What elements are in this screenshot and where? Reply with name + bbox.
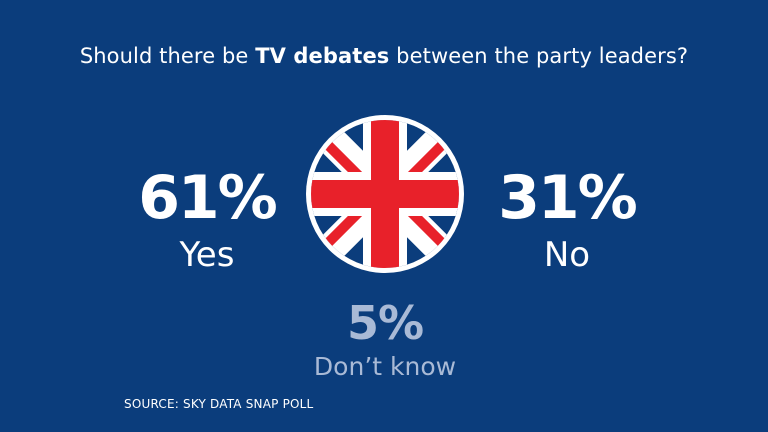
yes-percentage: 61% — [138, 163, 278, 233]
union-jack-icon — [306, 115, 464, 273]
source-note: SOURCE: SKY DATA SNAP POLL — [124, 397, 314, 411]
stat-yes: 61% Yes — [122, 168, 292, 272]
title-suffix: between the party leaders? — [389, 44, 689, 68]
dont-know-label: Don’t know — [313, 352, 457, 381]
chart-title: Should there be TV debates between the p… — [0, 44, 768, 68]
no-label: No — [543, 235, 591, 275]
title-emphasis: TV debates — [255, 44, 390, 68]
stat-dont-know: 5% Don’t know — [300, 300, 470, 379]
stat-no: 31% No — [482, 168, 652, 272]
title-prefix: Should there be — [79, 44, 256, 68]
dont-know-percentage: 5% — [346, 296, 424, 350]
yes-label: Yes — [179, 235, 235, 275]
no-percentage: 31% — [498, 163, 638, 233]
